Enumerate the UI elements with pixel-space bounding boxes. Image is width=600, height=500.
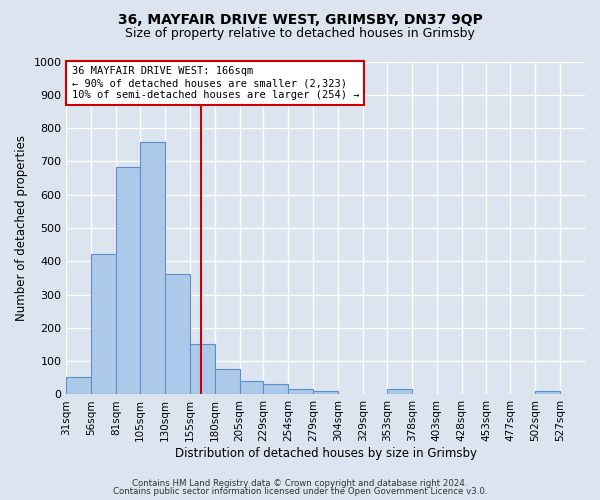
Bar: [91, 254, 116, 394]
Bar: [289, 390, 313, 394]
Text: 36, MAYFAIR DRIVE WEST, GRIMSBY, DN37 9QP: 36, MAYFAIR DRIVE WEST, GRIMSBY, DN37 9Q…: [118, 12, 482, 26]
Bar: [165, 274, 190, 394]
Text: Contains public sector information licensed under the Open Government Licence v3: Contains public sector information licen…: [113, 487, 487, 496]
Text: Size of property relative to detached houses in Grimsby: Size of property relative to detached ho…: [125, 28, 475, 40]
Bar: [215, 370, 239, 394]
Bar: [116, 166, 140, 394]
Bar: [263, 384, 289, 394]
Bar: [190, 344, 215, 395]
Bar: [313, 391, 338, 394]
Bar: [387, 390, 412, 394]
Bar: [67, 377, 91, 394]
Text: 36 MAYFAIR DRIVE WEST: 166sqm
← 90% of detached houses are smaller (2,323)
10% o: 36 MAYFAIR DRIVE WEST: 166sqm ← 90% of d…: [71, 66, 359, 100]
Bar: [239, 381, 263, 394]
X-axis label: Distribution of detached houses by size in Grimsby: Distribution of detached houses by size …: [175, 447, 477, 460]
Text: Contains HM Land Registry data © Crown copyright and database right 2024.: Contains HM Land Registry data © Crown c…: [132, 478, 468, 488]
Bar: [535, 391, 560, 394]
Bar: [140, 142, 165, 394]
Y-axis label: Number of detached properties: Number of detached properties: [15, 135, 28, 321]
